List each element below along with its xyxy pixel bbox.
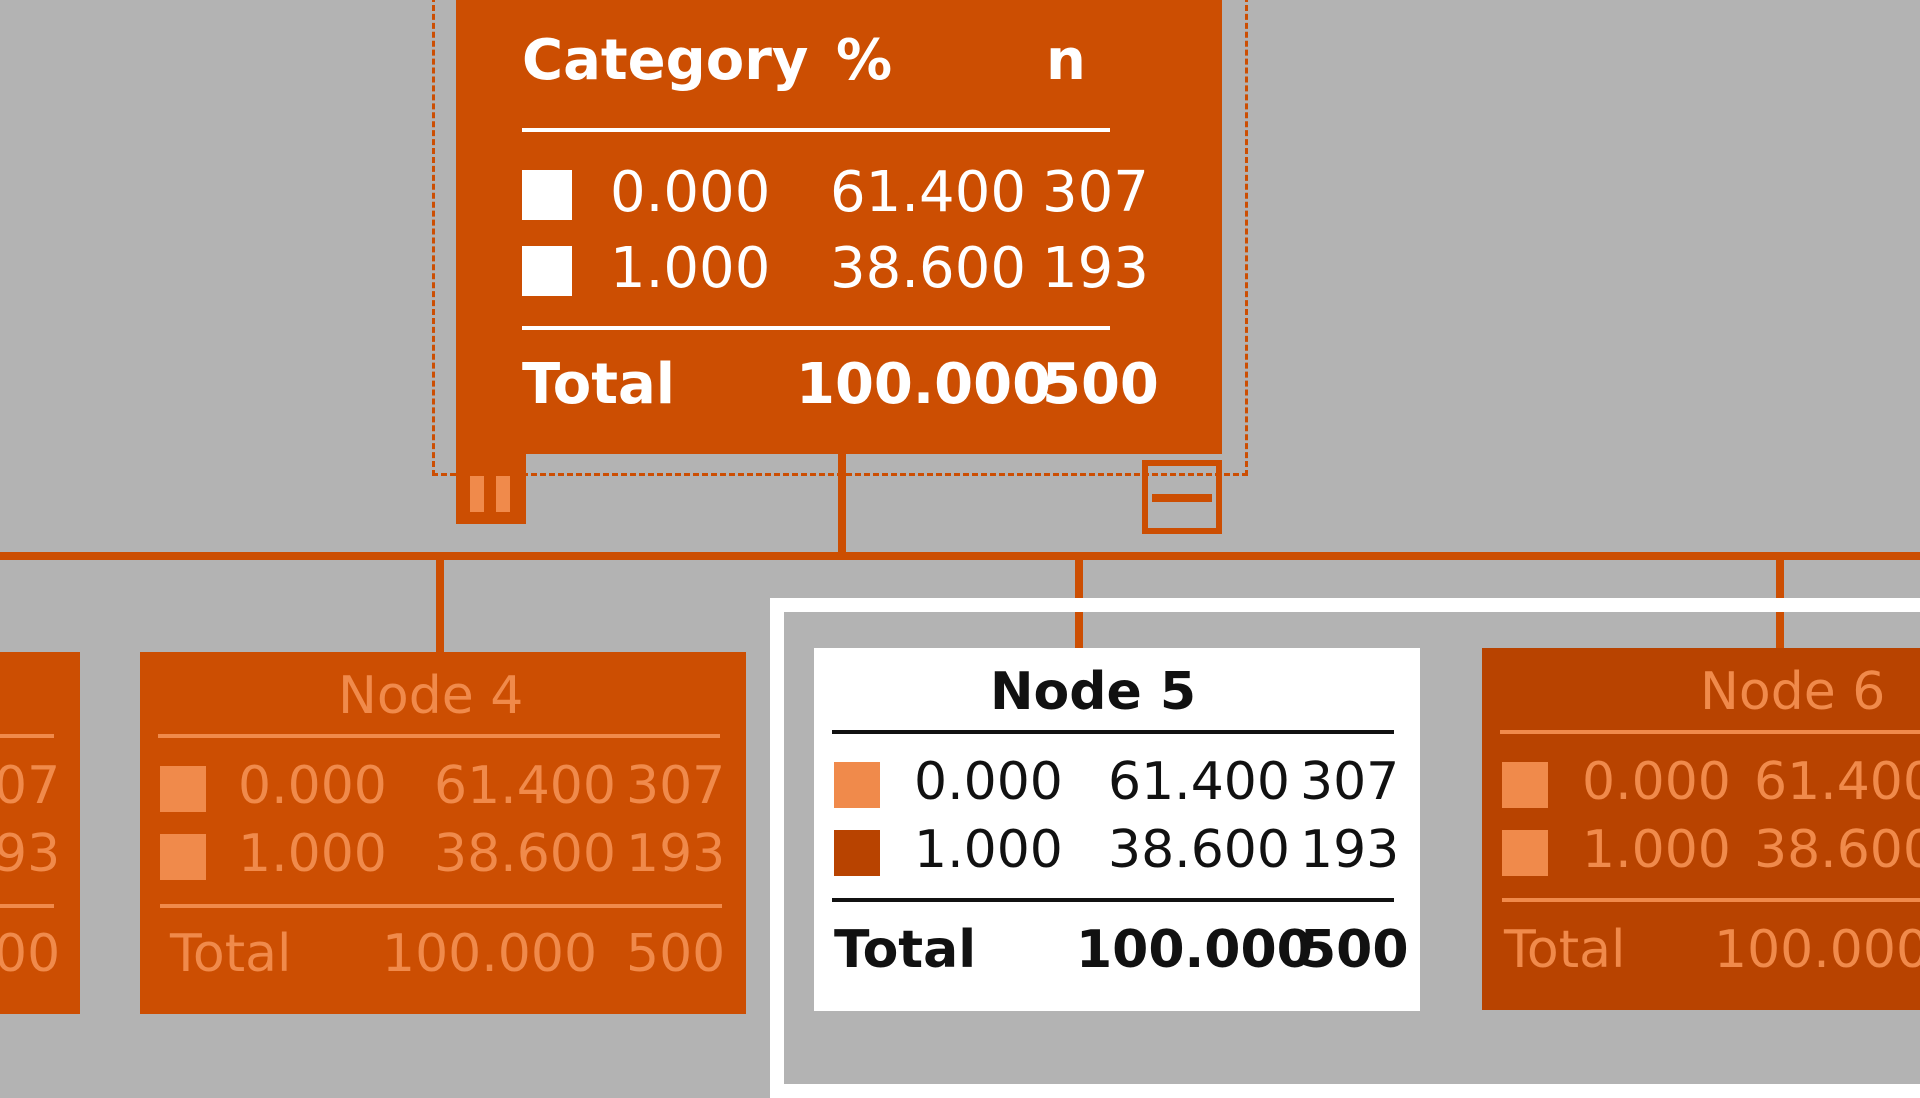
partial-node-left[interactable]: 07 93 00 <box>0 652 80 1014</box>
split-bars-icon <box>464 460 518 518</box>
category-swatch <box>160 834 206 880</box>
category-swatch <box>1502 762 1548 808</box>
category-swatch <box>834 830 880 876</box>
node-title: Node 4 <box>338 666 524 726</box>
root-header-divider <box>522 128 1110 132</box>
node-6[interactable]: Node 6 0.000 61.400 1.000 38.600 Total 1… <box>1482 648 1920 1010</box>
category-swatch <box>1502 830 1548 876</box>
category-swatch <box>834 762 880 808</box>
node-title: Node 6 <box>1700 662 1886 722</box>
header-category: Category <box>522 28 809 93</box>
root-total-divider <box>522 326 1110 330</box>
header-percent: % <box>836 28 893 93</box>
category-swatch <box>160 766 206 812</box>
root-node[interactable]: Category % n 0.000 61.400 307 1.000 38.6… <box>456 0 1222 454</box>
node4-connector <box>436 556 444 652</box>
table-icon <box>1152 494 1212 502</box>
category-swatch <box>522 246 572 296</box>
node-title: Node 5 <box>990 662 1197 722</box>
root-selection-outline <box>432 0 1248 476</box>
table-view-button[interactable] <box>1142 460 1222 534</box>
split-bars-button[interactable] <box>456 454 526 524</box>
horizontal-connector <box>0 552 1920 560</box>
root-stem-connector <box>838 454 846 556</box>
node-5[interactable]: Node 5 0.000 61.400 307 1.000 38.600 193… <box>814 648 1420 1011</box>
category-swatch <box>522 170 572 220</box>
node-4[interactable]: Node 4 0.000 61.400 307 1.000 38.600 193… <box>140 652 746 1014</box>
header-n: n <box>1046 28 1086 93</box>
